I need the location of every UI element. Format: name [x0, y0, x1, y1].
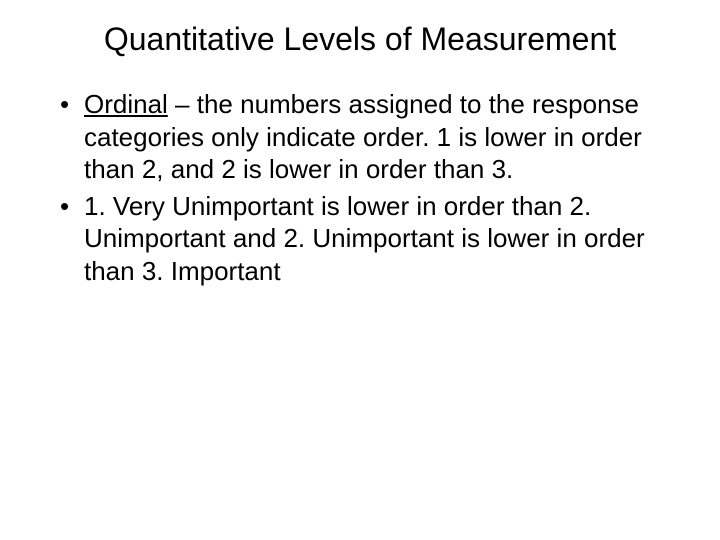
term-ordinal: Ordinal [84, 89, 168, 119]
bullet-item: 1. Very Unimportant is lower in order th… [60, 190, 680, 288]
bullet-item: Ordinal – the numbers assigned to the re… [60, 88, 680, 186]
bullet-text: – the numbers assigned to the response c… [84, 89, 642, 184]
slide-title: Quantitative Levels of Measurement [40, 20, 680, 58]
bullet-list: Ordinal – the numbers assigned to the re… [40, 88, 680, 287]
bullet-text: 1. Very Unimportant is lower in order th… [84, 191, 645, 286]
